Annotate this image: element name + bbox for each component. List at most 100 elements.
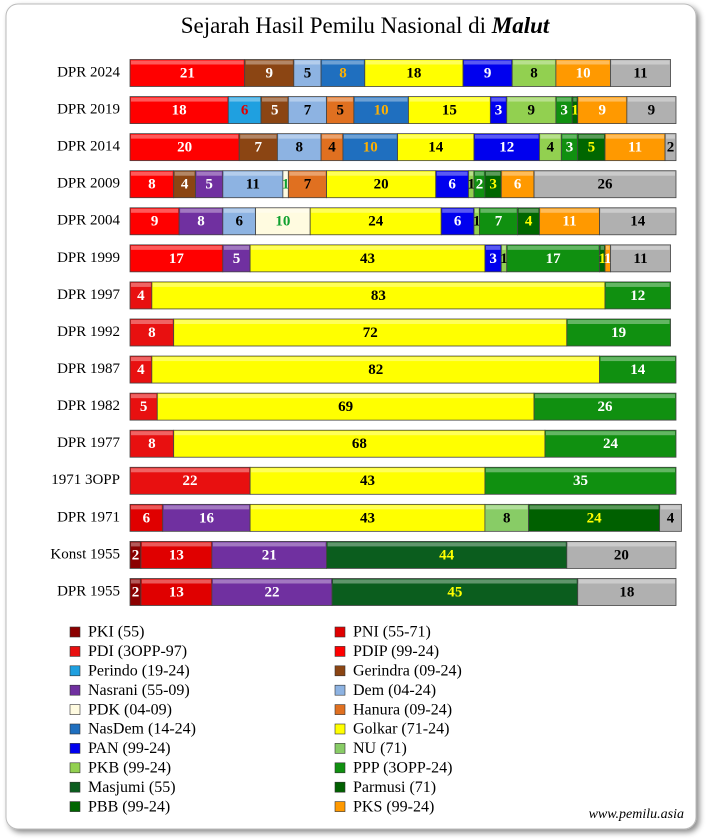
segment-label: 7 [304,103,312,119]
bar-shine [131,171,173,176]
legend-label: Masjumi (55) [88,779,176,796]
legend-swatch [334,626,346,638]
bar-shine [600,245,605,250]
bar-segment [577,578,677,606]
segment-label: 5 [205,177,213,193]
bar-shine [606,134,665,139]
bar-segment [173,429,546,458]
bar-shine [480,208,517,213]
bar-shine [131,282,151,287]
bar-shine [485,505,528,510]
segment-label: 3 [560,103,568,119]
bar-shine [529,505,659,510]
segment-label: 4 [181,177,189,193]
segment-label: 4 [328,140,336,156]
segment-label: 5 [233,251,241,267]
segment-label: 9 [151,214,159,230]
segment-label: 9 [528,103,536,119]
segment-label: 1 [604,251,612,267]
bar-shine [507,97,555,102]
segment-label: 3 [566,140,574,156]
bar-shine [398,134,473,139]
legend-label: PPP (3OPP-24) [353,759,452,776]
segment-label: 19 [611,325,626,341]
segment-label: 20 [614,547,629,563]
segment-label: 4 [667,510,675,526]
category-label: DPR 2014 [57,139,120,155]
segment-label: 12 [499,140,514,156]
segment-label: 9 [265,65,273,81]
segment-label: 11 [633,65,647,81]
bar-shine [322,134,342,139]
bar-shine [311,208,441,213]
segment-label: 3 [489,251,497,267]
bar-segment [129,318,175,347]
bar-segment [151,355,600,384]
bar-shine [223,171,282,176]
legend-swatch [69,743,81,754]
category-label: 1971 3OPP [51,472,120,488]
bar-segment [577,96,628,124]
legend-swatch [334,762,346,774]
bar-shine [474,134,539,139]
legend-label: Dem (04-24) [353,682,436,699]
segment-label: 21 [180,65,195,81]
bar-shine [294,60,321,65]
category-label: DPR 1955 [57,583,120,599]
category-label: DPR 2024 [57,64,120,80]
bar-shine [251,468,484,473]
segment-label: 6 [241,103,249,119]
bar-segment [255,207,311,236]
segment-label: 10 [576,65,591,81]
bar-shine [354,97,408,102]
segment-label: 45 [447,584,462,600]
segment-label: 2 [132,547,140,563]
bar-shine [131,579,140,584]
segment-label: 24 [368,214,384,230]
bar-segment [260,96,289,124]
bar-shine [502,245,506,250]
segment-label: 7 [495,214,503,230]
bar-shine [327,171,435,176]
segment-label: 7 [304,177,312,193]
bar-segment [129,429,175,458]
segment-label: 8 [148,436,156,452]
bar-segment [544,429,677,458]
bar-segment [566,318,671,347]
bar-segment [473,133,540,162]
bar-segment [604,133,666,162]
bar-shine [567,320,670,324]
bar-segment [353,96,409,124]
bar-shine [502,171,534,176]
legend-label: NasDem (14-24) [88,721,196,738]
bar-segment [244,59,295,87]
bar-segment [342,133,398,162]
bar-shine [343,134,397,139]
segment-label: 26 [598,177,614,193]
bar-segment [506,96,557,124]
bar-segment [659,503,682,532]
bar-shine [131,468,250,473]
bar-shine [540,134,561,139]
bar-segment [331,578,579,606]
bar-segment [238,133,278,162]
bar-shine [409,97,490,102]
bar-shine [131,320,173,324]
bar-shine [567,542,675,547]
bar-shine [131,505,162,510]
bar-shine [131,245,222,250]
bar-shine [223,245,250,250]
bar-shine [251,505,484,510]
bar-shine [131,208,179,213]
bar-segment [479,207,519,236]
legend-swatch [334,665,346,677]
bar-shine [131,357,151,362]
segment-label: 16 [199,510,215,526]
segment-label: 5 [271,103,279,119]
segment-label: 11 [562,214,576,230]
legend-label: PAN (99-24) [88,740,171,757]
segment-label: 5 [140,399,148,415]
bar-shine [131,60,244,65]
legend-label: PKS (99-24) [353,798,434,815]
bar-segment [326,96,355,124]
